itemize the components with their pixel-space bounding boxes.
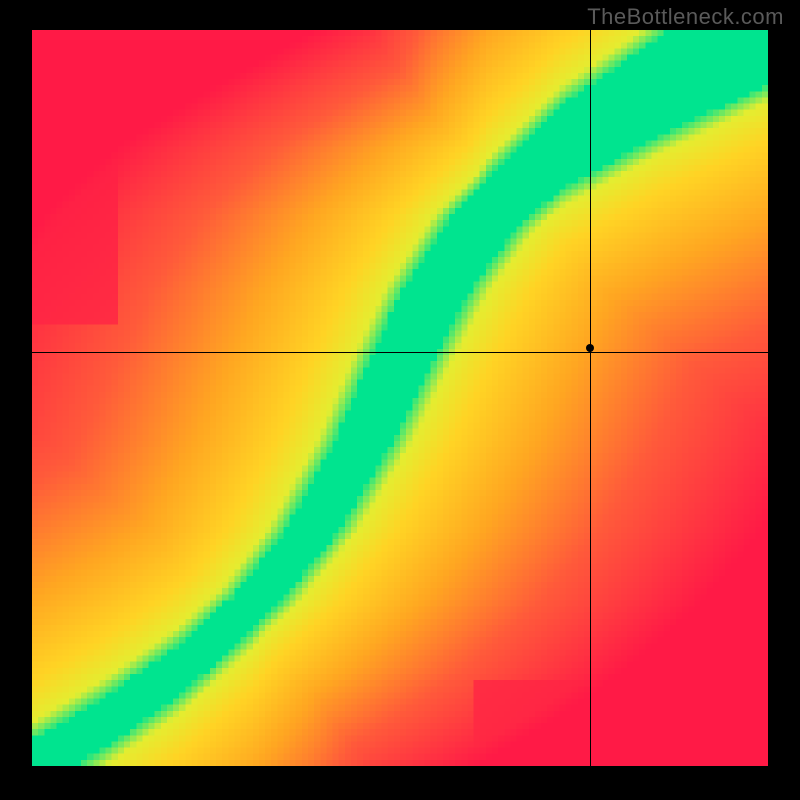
plot-area [32,30,768,766]
marker-point [586,344,594,352]
heatmap-canvas [32,30,768,766]
watermark-text: TheBottleneck.com [587,4,784,30]
crosshair-horizontal [32,352,768,353]
crosshair-vertical [590,30,591,766]
